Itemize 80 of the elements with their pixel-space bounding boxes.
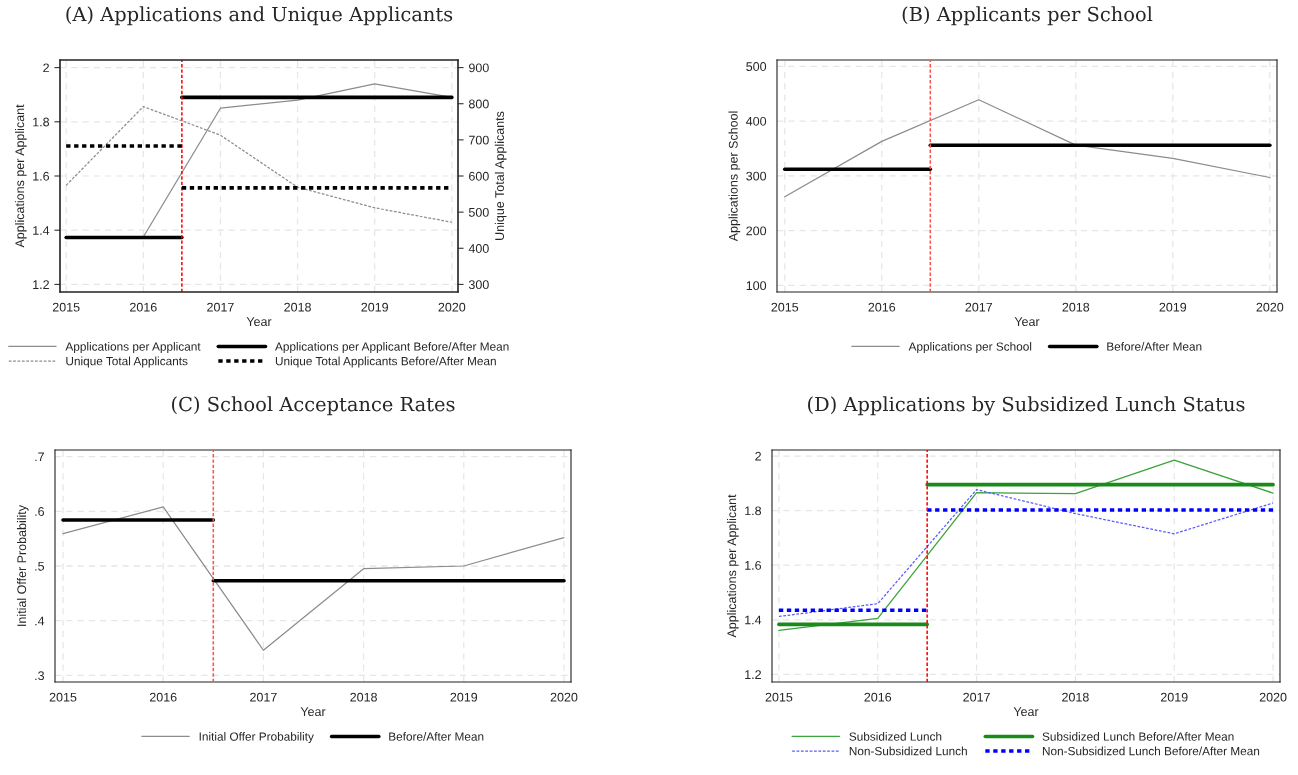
legend-label: Non-Subsidized Lunch Before/After Mean (1042, 746, 1260, 756)
y2-tick-label: 700 (469, 135, 489, 145)
y2-tick-label: 900 (469, 63, 489, 73)
chart-title: (A) Applications and Unique Applicants (66, 6, 453, 26)
legend-label: Applications per Applicant Before/After Mean (275, 342, 509, 354)
legend-label: Applications per School (908, 342, 1032, 354)
x-tick-label: 2020 (438, 302, 466, 312)
y-tick-label: .3 (35, 671, 45, 681)
y-tick-label: 500 (746, 62, 767, 71)
y-tick-label: 400 (746, 116, 767, 126)
chart-title: (D) Applications by Subsidized Lunch Status (808, 396, 1245, 416)
y-tick-label: 1.8 (33, 117, 50, 127)
legend-label: Initial Offer Probability (199, 732, 314, 744)
x-tick-label: 2017 (965, 302, 993, 312)
x-tick-label: 2020 (1256, 302, 1284, 312)
y-tick-label: 2 (43, 63, 49, 73)
chart-title: (C) School Acceptance Rates (172, 396, 455, 416)
y-tick-label: .4 (35, 616, 45, 626)
y-tick-label: 1.2 (33, 280, 49, 289)
y2-axis-title: Unique Total Applicants (494, 111, 507, 240)
x-tick-label: 2019 (1159, 302, 1187, 312)
legend-label: Applications per Applicant (65, 342, 201, 354)
x-tick-label: 2018 (1062, 302, 1090, 312)
x-axis-title: Year (300, 707, 326, 717)
x-tick-label: 2015 (771, 302, 799, 312)
x-tick-label: 2020 (1259, 692, 1287, 702)
y-axis-title: Applications per School (728, 111, 741, 242)
x-axis-title: Year (246, 317, 272, 327)
x-tick-label: 2017 (250, 692, 277, 702)
legend-label: Subsidized Lunch Before/After Mean (1042, 732, 1234, 741)
legend-label: Subsidized Lunch (849, 732, 942, 741)
x-tick-label: 2018 (350, 692, 377, 702)
x-tick-label: 2017 (207, 302, 234, 312)
x-tick-label: 2018 (284, 302, 311, 312)
y-axis-title: Applications per Applicant (727, 494, 739, 638)
x-tick-label: 2018 (1062, 692, 1089, 702)
x-tick-label: 2016 (149, 692, 177, 702)
x-tick-label: 2017 (963, 692, 990, 702)
y-tick-label: 1.4 (33, 226, 50, 235)
y-tick-label: 300 (746, 171, 767, 181)
y-tick-label: 100 (746, 281, 767, 291)
y-tick-label: 1.6 (745, 560, 762, 570)
y-tick-label: 1.4 (745, 615, 762, 625)
y-tick-label: 2 (755, 451, 761, 461)
y-tick-label: .5 (35, 561, 45, 571)
x-tick-label: 2016 (864, 692, 892, 702)
x-tick-label: 2016 (868, 302, 896, 312)
x-tick-label: 2019 (361, 302, 389, 312)
y-axis-title: Applications per Applicant (15, 104, 27, 248)
y-tick-label: 1.2 (745, 670, 761, 679)
y-tick-label: .7 (35, 452, 44, 462)
x-tick-label: 2019 (450, 692, 478, 702)
y2-tick-label: 500 (468, 207, 489, 217)
y2-tick-label: 400 (468, 244, 489, 253)
line-series (778, 488, 1274, 618)
y-axis-title: Initial Offer Probability (16, 504, 29, 626)
x-tick-label: 2015 (765, 692, 793, 702)
line-series (778, 459, 1274, 632)
legend-label: Non-Subsidized Lunch (849, 746, 967, 756)
y2-tick-label: 300 (468, 280, 489, 290)
y-tick-label: 1.8 (745, 506, 762, 516)
x-tick-label: 2020 (550, 692, 578, 702)
y-tick-label: 200 (746, 226, 767, 236)
legend-label: Before/After Mean (389, 732, 484, 741)
chart-title: (B) Applicants per School (902, 6, 1153, 26)
x-axis-title: Year (1013, 707, 1039, 717)
legend-label: Unique Total Applicants Before/After Mean (275, 356, 496, 368)
y-tick-label: 1.6 (33, 171, 50, 181)
x-tick-label: 2016 (130, 302, 157, 312)
x-tick-label: 2015 (52, 302, 80, 312)
line-series (62, 506, 565, 651)
y2-tick-label: 600 (469, 171, 489, 181)
x-axis-title: Year (1014, 317, 1040, 327)
x-tick-label: 2015 (49, 692, 77, 702)
y-tick-label: .6 (35, 507, 45, 516)
legend-label: Unique Total Applicants (66, 356, 188, 368)
y2-tick-label: 800 (468, 99, 489, 109)
legend-label: Before/After Mean (1107, 342, 1202, 351)
line-series (784, 99, 1271, 198)
x-tick-label: 2019 (1160, 692, 1188, 702)
